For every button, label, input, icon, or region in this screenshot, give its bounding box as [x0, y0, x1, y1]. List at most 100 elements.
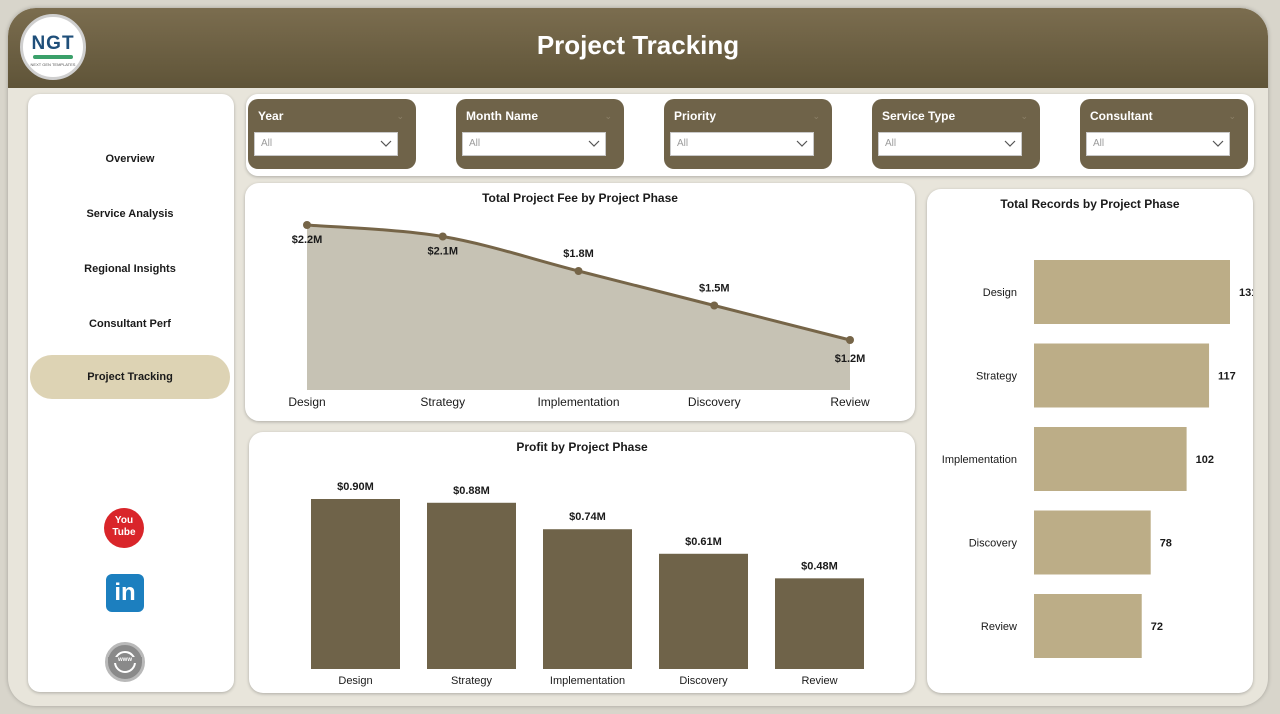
records-chart-title: Total Records by Project Phase — [1000, 197, 1180, 211]
globe-icon[interactable]: www — [105, 642, 145, 682]
profit-bar-chart: $0.90M Design $0.88M Strategy $0.74M Implemen… — [311, 481, 864, 687]
records-bar-chart: 131 Design 117 Strategy 102 Implementation 78 D… — [942, 260, 1253, 658]
sidebar-item-project-tracking[interactable]: Project Tracking — [30, 355, 230, 399]
profit-bar — [311, 499, 400, 669]
filter-service-type-select[interactable]: All — [878, 132, 1022, 156]
filter-consultant-value: All — [1093, 138, 1105, 149]
fee-category-label: Design — [288, 395, 325, 409]
filter-month-name: Month Name ⌄ All — [456, 99, 624, 169]
fee-category-label: Strategy — [420, 395, 465, 409]
fee-data-label: $2.2M — [292, 234, 323, 246]
chevron-down-icon[interactable]: ⌄ — [812, 111, 820, 121]
filter-year-value: All — [261, 138, 273, 149]
profit-data-label: $0.48M — [801, 560, 838, 572]
profit-data-label: $0.88M — [453, 485, 490, 497]
profit-chart-card: Profit by Project Phase $0.90M Design $0.8… — [249, 432, 915, 693]
records-bar — [1034, 260, 1230, 324]
profit-category-label: Review — [801, 675, 837, 687]
filter-priority-label: Priority — [674, 109, 717, 123]
records-data-label: 102 — [1196, 454, 1214, 466]
fee-data-label: $1.8M — [563, 248, 594, 260]
records-data-label: 72 — [1151, 621, 1163, 633]
records-category-label: Implementation — [942, 454, 1017, 466]
records-bar — [1034, 510, 1151, 575]
fee-chart-card: Total Project Fee by Project Phase $2.2M… — [245, 183, 915, 421]
linkedin-icon[interactable]: in — [106, 574, 144, 612]
profit-category-label: Strategy — [451, 675, 492, 687]
filter-service-type: Service Type ⌄ All — [872, 99, 1040, 169]
globe-text: www — [108, 657, 142, 663]
logo-text: NGT — [31, 33, 75, 54]
filter-bar: Year ⌄ All Month Name ⌄ All Priority ⌄ A… — [246, 94, 1254, 176]
sidebar-item-service-analysis[interactable]: Service Analysis — [86, 208, 174, 220]
chevron-down-icon — [1004, 140, 1016, 147]
youtube-text-bottom: Tube — [112, 527, 136, 538]
fee-point — [574, 267, 583, 275]
header-bar: NGT NEXT GEN TEMPLATES Project Tracking — [8, 8, 1268, 88]
records-bar — [1034, 343, 1210, 408]
fee-point — [846, 336, 854, 344]
records-category-label: Strategy — [976, 371, 1017, 383]
fee-data-label: $1.5M — [699, 283, 730, 295]
records-data-label: 78 — [1160, 538, 1172, 550]
chevron-down-icon[interactable]: ⌄ — [1228, 111, 1236, 121]
records-category-label: Review — [981, 621, 1017, 633]
chevron-down-icon — [1212, 140, 1224, 147]
sidebar-item-consultant-perf[interactable]: Consultant Perf — [89, 318, 171, 330]
linkedin-text: in — [114, 579, 136, 606]
profit-bar — [427, 502, 516, 669]
filter-month-label: Month Name — [466, 109, 538, 123]
fee-point — [303, 221, 311, 229]
profit-data-label: $0.74M — [569, 511, 606, 523]
profit-data-label: $0.61M — [685, 536, 722, 548]
sidebar-item-overview[interactable]: Overview — [105, 153, 155, 165]
fee-data-label: $2.1M — [427, 246, 458, 258]
chevron-down-icon[interactable]: ⌄ — [396, 111, 404, 121]
filter-month-value: All — [469, 138, 481, 149]
filter-priority: Priority ⌄ All — [664, 99, 832, 169]
dashboard-frame: NGT NEXT GEN TEMPLATES Project Tracking … — [8, 8, 1268, 706]
fee-point — [710, 301, 719, 310]
logo-swoosh-icon — [33, 55, 73, 59]
sidebar: Overview Service Analysis Regional Insig… — [28, 94, 234, 692]
records-data-label: 117 — [1218, 371, 1236, 383]
profit-bar — [659, 553, 748, 669]
profit-category-label: Implementation — [550, 675, 625, 687]
chevron-down-icon[interactable]: ⌄ — [604, 111, 612, 121]
filter-year-label: Year — [258, 109, 284, 123]
company-logo[interactable]: NGT NEXT GEN TEMPLATES — [20, 14, 86, 80]
profit-chart-title: Profit by Project Phase — [516, 440, 648, 454]
filter-consultant: Consultant ⌄ All — [1080, 99, 1248, 169]
fee-category-label: Review — [830, 395, 870, 409]
filter-month-select[interactable]: All — [462, 132, 606, 156]
chevron-down-icon — [380, 140, 392, 147]
sidebar-item-regional-insights[interactable]: Regional Insights — [84, 263, 176, 275]
chevron-down-icon — [796, 140, 808, 147]
records-chart-card: Total Records by Project Phase 131 Design… — [927, 189, 1253, 693]
page-title: Project Tracking — [536, 30, 740, 60]
records-bar — [1034, 594, 1142, 658]
fee-area-chart: $2.2M Design $2.1M Strategy $1.8M Implementat… — [288, 221, 870, 409]
profit-bar — [543, 529, 632, 669]
profit-data-label: $0.90M — [337, 481, 374, 493]
filter-consultant-label: Consultant — [1090, 109, 1153, 123]
filter-priority-select[interactable]: All — [670, 132, 814, 156]
profit-category-label: Design — [338, 675, 372, 687]
fee-category-label: Implementation — [537, 395, 619, 409]
fee-chart-title: Total Project Fee by Project Phase — [482, 191, 678, 205]
fee-category-label: Discovery — [688, 395, 741, 409]
fee-point — [438, 232, 447, 241]
youtube-icon[interactable]: You Tube — [104, 508, 144, 548]
records-category-label: Design — [983, 287, 1017, 299]
filter-priority-value: All — [677, 138, 689, 149]
fee-data-label: $1.2M — [835, 353, 866, 365]
filter-year-select[interactable]: All — [254, 132, 398, 156]
filter-year: Year ⌄ All — [248, 99, 416, 169]
filter-consultant-select[interactable]: All — [1086, 132, 1230, 156]
youtube-text-top: You — [114, 515, 134, 526]
filter-service-type-label: Service Type — [882, 109, 956, 123]
profit-category-label: Discovery — [679, 675, 728, 687]
records-data-label: 131 — [1239, 287, 1253, 299]
chevron-down-icon[interactable]: ⌄ — [1020, 111, 1028, 121]
records-category-label: Discovery — [969, 538, 1018, 550]
